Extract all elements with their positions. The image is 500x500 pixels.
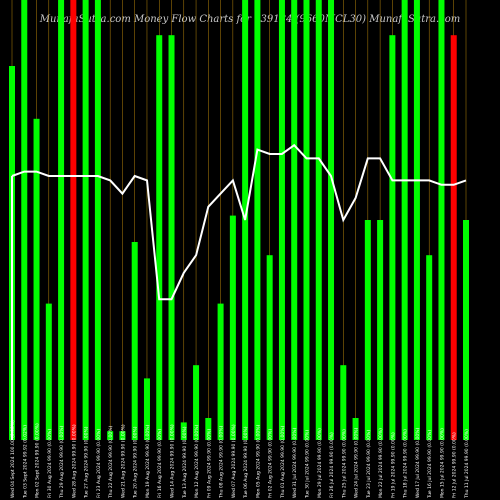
bar <box>266 255 273 440</box>
bar <box>107 431 114 440</box>
bar <box>82 0 89 440</box>
x-tick-label: Fri 30 Aug 2024 99.90 (0.00%) <box>47 429 53 498</box>
x-tick-label: Fri 23 Aug 2024 99.90 (0.00%) <box>96 429 102 498</box>
x-tick-label: Fri 02 Aug 2024 99.90 (0.00%) <box>268 429 274 498</box>
x-tick-label: Tue 16 Jul 2024 99.90 (0.00%) <box>427 430 433 499</box>
bar <box>131 242 138 440</box>
x-tick-label: Thu 25 Jul 2024 99.90 (0.00%) <box>341 429 347 499</box>
x-tick-label: Mon 22 Jul 2024 99.90 (0.00%) <box>378 428 384 498</box>
x-tick-label: Tue 06 Aug 2024 99.90 (0.00%) <box>243 426 249 499</box>
bar <box>33 118 40 441</box>
x-tick-label: Mon 05 Aug 2024 99.90 (0.00%) <box>255 424 261 498</box>
x-tick-label: Fri 19 Jul 2024 99.90 (0.00%) <box>390 432 396 498</box>
bar <box>217 303 224 440</box>
x-tick-label: Mon 02 Sept 2024 99.90 (0.00%) <box>35 423 41 498</box>
x-tick-label: Thu 22 Aug 2024 99.90 (0.00%) <box>108 425 114 499</box>
x-tick-label: Tue 03 Sept 2024 99.92 (0.02%) <box>22 425 28 499</box>
x-tick-label: Fri 12 Jul 2024 99.90 (0.00%) <box>452 432 458 498</box>
bar <box>377 220 384 440</box>
bar <box>303 0 310 440</box>
x-tick-label: Wed 21 Aug 2024 99.90 (0.00%) <box>120 424 126 498</box>
bar <box>401 0 408 440</box>
bar <box>291 0 298 440</box>
bar <box>193 365 200 440</box>
bar <box>229 215 236 440</box>
x-tick-label: Thu 08 Aug 2024 99.90 (0.00%) <box>219 425 225 499</box>
x-tick-label: Tue 13 Aug 2024 99.90 (0.00%) <box>182 426 188 499</box>
bar <box>389 35 396 440</box>
bar <box>21 0 28 440</box>
bar <box>450 35 457 440</box>
x-tick-label: Mon 15 Jul 2024 99.90 (0.00%) <box>439 428 445 498</box>
x-tick-label: Thu 29 Aug 2024 99.90 (0.00%) <box>59 425 65 499</box>
bar <box>328 0 335 440</box>
bar <box>168 35 175 440</box>
bar <box>143 378 150 440</box>
x-tick-label: Wed 24 Jul 2024 99.90 (0.00%) <box>354 427 360 498</box>
bar <box>119 431 126 440</box>
bar <box>438 0 445 440</box>
x-tick-label: Fri 16 Aug 2024 99.90 (0.00%) <box>157 429 163 498</box>
x-tick-label: Wed 04 Sept 2024 100.00 (0.08%) <box>10 420 16 498</box>
x-tick-label: Tue 30 Jul 2024 99.90 (0.00%) <box>304 430 310 499</box>
bar <box>413 0 420 440</box>
x-tick-label: Tue 27 Aug 2024 99.90 (0.00%) <box>84 426 90 499</box>
bar <box>180 422 187 440</box>
x-tick-label: Wed 28 Aug 2024 99.90 (0.00%) <box>71 424 77 498</box>
x-tick-label: Wed 31 Jul 2024 99.90 (0.00%) <box>292 427 298 498</box>
x-tick-label: Mon 29 Jul 2024 99.90 (0.00%) <box>317 428 323 498</box>
bar <box>45 303 52 440</box>
bar <box>156 35 163 440</box>
x-tick-label: Fri 26 Jul 2024 99.90 (0.00%) <box>329 432 335 498</box>
line-layer <box>11 143 467 440</box>
x-tick-label: Thu 11 Jul 2024 99.90 (0.00%) <box>464 429 470 499</box>
bar <box>340 365 347 440</box>
bar <box>315 0 322 440</box>
label-layer: Wed 04 Sept 2024 100.00 (0.08%) Tue 03 Se… <box>10 420 470 499</box>
bar <box>352 418 359 440</box>
x-tick-label: Wed 07 Aug 2024 99.90 (0.00%) <box>231 424 237 498</box>
bar <box>426 255 433 440</box>
money-flow-line <box>11 143 467 301</box>
bar <box>70 0 77 440</box>
x-tick-label: Tue 20 Aug 2024 99.90 (0.00%) <box>133 426 139 499</box>
bar <box>278 0 285 440</box>
chart-title: MunafaSutra.com Money Flow Charts for 93… <box>39 14 461 25</box>
bar <box>463 220 469 440</box>
x-tick-label: Thu 18 Jul 2024 99.90 (0.00%) <box>403 429 409 499</box>
x-tick-label: Mon 12 Aug 2024 99.90 (0.00%) <box>194 424 200 498</box>
x-tick-label: Wed 17 Jul 2024 99.90 (0.00%) <box>415 427 421 498</box>
x-tick-label: Wed 14 Aug 2024 99.90 (0.00%) <box>170 424 176 498</box>
bar <box>94 0 101 440</box>
x-tick-label: Tue 23 Jul 2024 99.90 (0.00%) <box>366 430 372 499</box>
bar <box>58 0 65 440</box>
x-tick-label: Thu 01 Aug 2024 99.90 (0.00%) <box>280 425 286 499</box>
x-tick-label: Mon 19 Aug 2024 99.90 (0.00%) <box>145 424 151 498</box>
bar <box>205 418 212 440</box>
bar-layer <box>9 0 469 441</box>
grid-layer <box>11 0 467 440</box>
bar <box>254 0 261 440</box>
x-tick-label: Fri 09 Aug 2024 99.90 (0.00%) <box>206 429 212 498</box>
bar <box>364 220 371 440</box>
